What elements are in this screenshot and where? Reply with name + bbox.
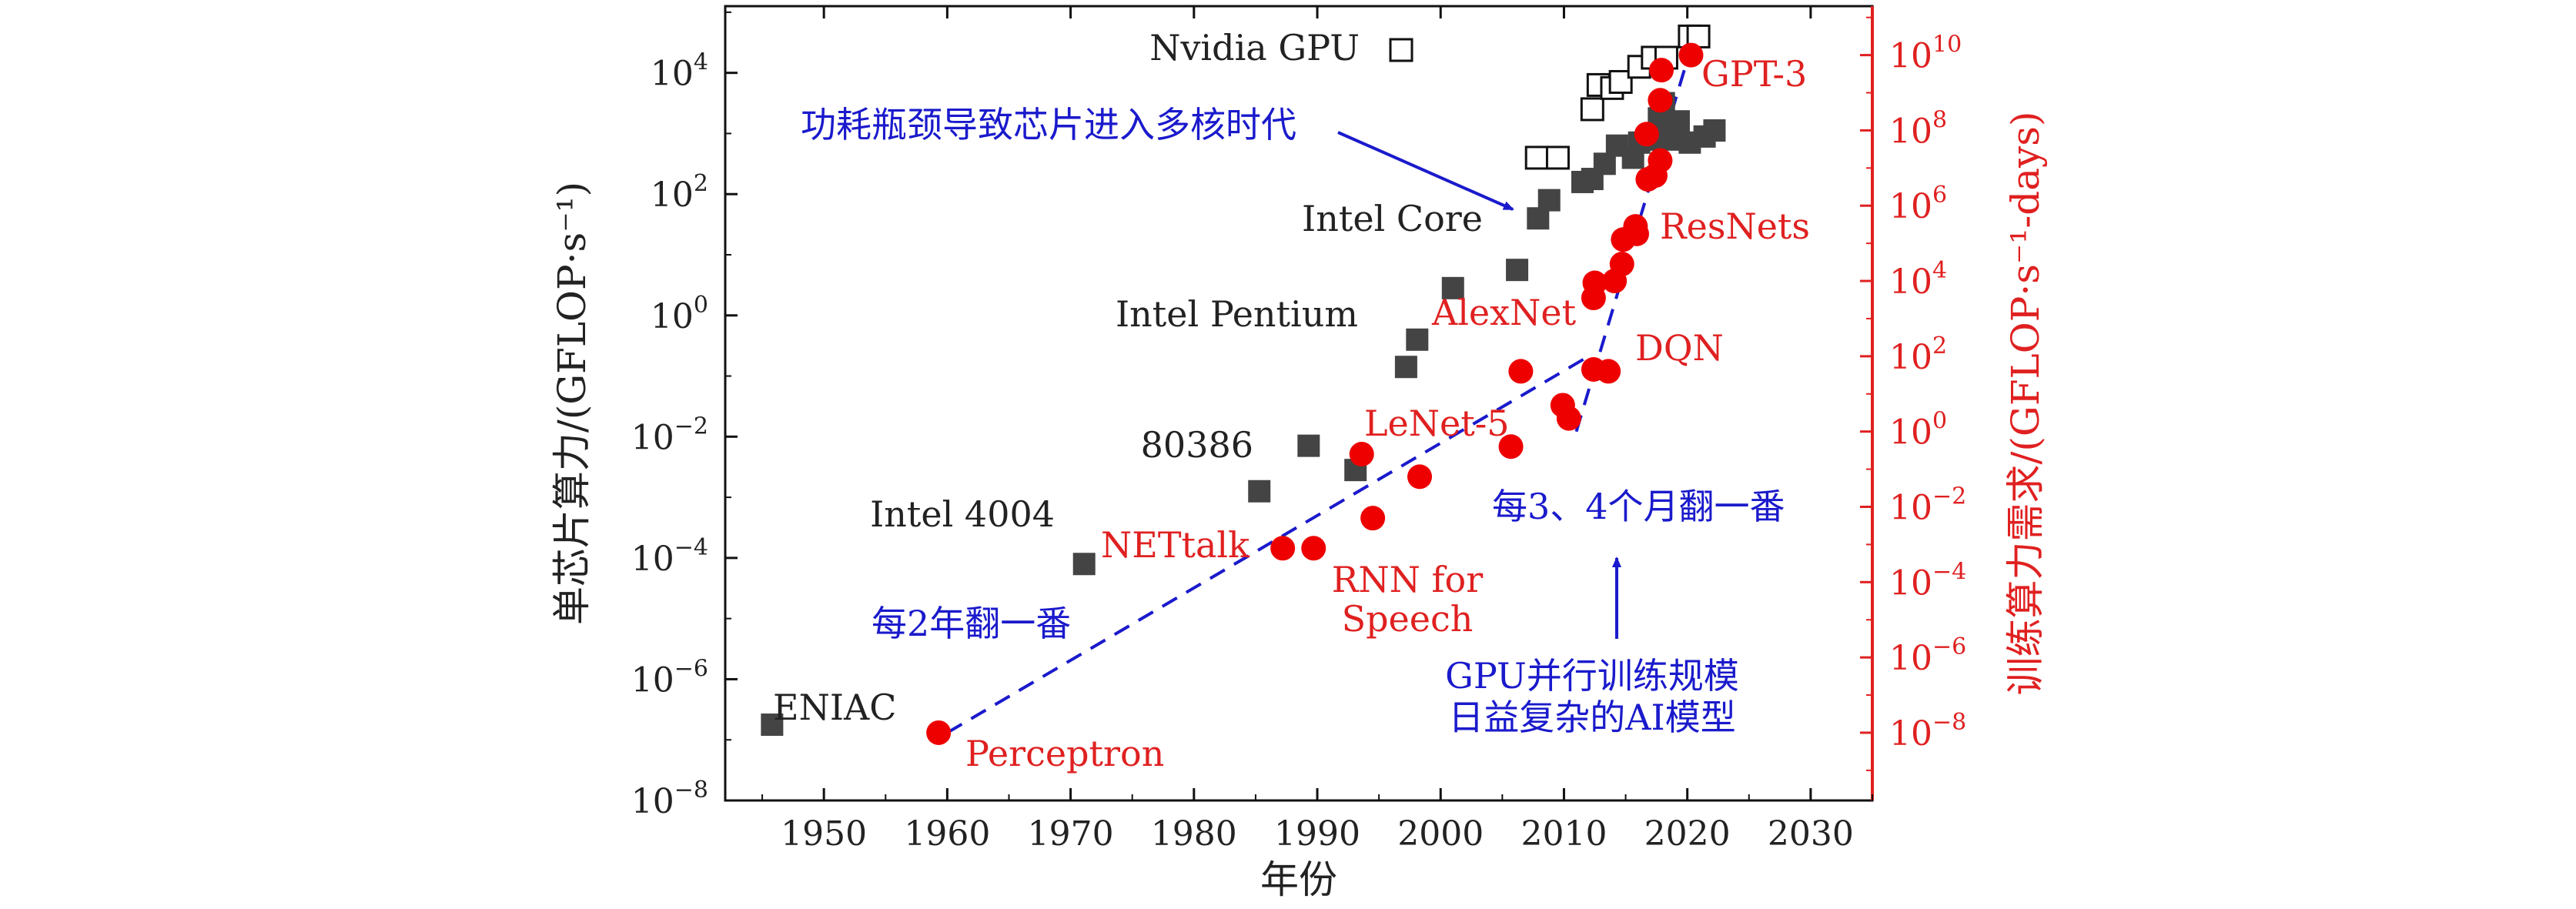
y-left-tick-label: 104 [651, 49, 708, 94]
perceptron-label: Perceptron [965, 733, 1164, 774]
x-tick-label: 2010 [1521, 814, 1607, 854]
cpu-point [1248, 480, 1271, 503]
gpu-label-2: 日益复杂的AI模型 [1448, 697, 1735, 738]
intel4004-label: Intel 4004 [870, 493, 1055, 535]
ai-model-point [1582, 270, 1607, 296]
labels-layer: 年份 单芯片算力/(GFLOP·s⁻¹) 训练算力需求/(GFLOP·s⁻¹-day… [550, 27, 2048, 902]
y-left-tick-label: 10−8 [631, 777, 708, 821]
y-left-axis-title: 单芯片算力/(GFLOP·s⁻¹) [550, 182, 594, 625]
y-right-tick-label: 10−8 [1889, 709, 1966, 754]
y-right-tick-label: 10−6 [1889, 633, 1966, 678]
y-right-tick-label: 10−2 [1889, 483, 1966, 528]
cpu-point [1297, 434, 1320, 457]
core-label: Intel Core [1302, 198, 1483, 239]
cpu-point [1537, 189, 1561, 212]
y-right-tick-label: 106 [1889, 182, 1947, 226]
pentium-label: Intel Pentium [1116, 293, 1358, 335]
trend-line-1 [946, 355, 1590, 734]
ai-model-point [1508, 359, 1534, 384]
x-tick-label: 1960 [904, 814, 990, 854]
x-tick-label: 2020 [1644, 814, 1731, 854]
y-left-tick-label: 100 [651, 292, 708, 336]
eniac-label: ENIAC [773, 687, 896, 728]
cpu-point [1441, 276, 1464, 299]
y-right-tick-label: 1010 [1889, 32, 1962, 76]
ai-model-point [1624, 221, 1649, 246]
x-tick-label: 2030 [1768, 814, 1854, 854]
power-wall-label: 功耗瓶颈导致芯片进入多核时代 [801, 104, 1296, 145]
dqn-label: DQN [1635, 327, 1724, 369]
y-left-tick-label: 10−6 [631, 655, 708, 700]
ai-model-point [926, 720, 952, 745]
ai-model-point [1649, 58, 1674, 83]
ai-model-point [1349, 442, 1374, 467]
gpu-label-1: GPU并行训练规模 [1445, 655, 1739, 697]
cpu-point [1406, 328, 1429, 351]
ai-model-point [1270, 536, 1296, 561]
ai-model-point [1648, 88, 1673, 113]
y-left-tick-label: 10−4 [631, 534, 708, 579]
gpu-legend-marker [1389, 38, 1413, 62]
cpu-point [1394, 356, 1417, 379]
ai-model-point [1634, 122, 1659, 147]
i80386-label: 80386 [1141, 424, 1253, 466]
cpu-point [1506, 259, 1529, 282]
ai-model-point [1609, 252, 1634, 277]
nettalk-label: NETtalk [1101, 524, 1250, 566]
rnn-label-1: RNN for [1332, 559, 1483, 600]
double-2y-label: 每2年翻一番 [871, 603, 1071, 644]
y-right-axis-title: 训练算力需求/(GFLOP·s⁻¹-days) [2003, 112, 2048, 696]
y-right-tick-label: 100 [1889, 408, 1947, 453]
power-wall-arrow [1337, 131, 1514, 211]
y-right-tick-label: 104 [1889, 257, 1947, 302]
cpu-point [1703, 119, 1726, 142]
x-tick-label: 1980 [1151, 814, 1237, 854]
nvidia-label: Nvidia GPU [1149, 27, 1360, 69]
alexnet-label: AlexNet [1431, 292, 1577, 333]
double-34m-label: 每3、4个月翻一番 [1492, 486, 1785, 527]
ai-model-point [1648, 148, 1673, 173]
resnets-label: ResNets [1660, 206, 1810, 247]
arrow-layer [1337, 131, 1621, 639]
y-right-tick-label: 10−4 [1889, 558, 1966, 603]
ai-model-point [1407, 464, 1433, 490]
x-tick-label: 1970 [1028, 814, 1114, 854]
rnn-label-2: Speech [1342, 598, 1474, 640]
y-left-tick-label: 102 [651, 170, 708, 215]
ai-model-point [1678, 42, 1704, 68]
x-tick-label: 2000 [1397, 814, 1484, 854]
y-left-tick-label: 10−2 [631, 413, 708, 457]
x-tick-label: 1990 [1274, 814, 1360, 854]
y-right-tick-label: 108 [1889, 106, 1947, 151]
gpu-point [1545, 145, 1570, 170]
points-layer [761, 24, 1726, 745]
ai-model-point [1360, 506, 1386, 531]
ai-model-point [1596, 359, 1621, 384]
gpu-point [1524, 145, 1549, 170]
ai-model-point [1498, 434, 1524, 460]
ticks-layer: 1950 1960 1970 1980 1990 2000 2010 2020 2030 10−8… [631, 6, 1966, 854]
gpt3-label: GPT-3 [1701, 53, 1807, 95]
x-axis-title: 年份 [1260, 857, 1337, 902]
cpu-point [1072, 553, 1096, 576]
ai-model-point [1556, 406, 1581, 431]
cpu-point [761, 713, 784, 737]
x-tick-label: 1950 [781, 814, 867, 854]
ai-model-point [1301, 536, 1326, 561]
gpu-point [1580, 97, 1604, 122]
y-right-tick-label: 102 [1889, 333, 1947, 377]
lenet-label: LeNet-5 [1364, 403, 1510, 444]
cpu-point [1661, 128, 1684, 151]
gpu-point [1608, 69, 1633, 94]
